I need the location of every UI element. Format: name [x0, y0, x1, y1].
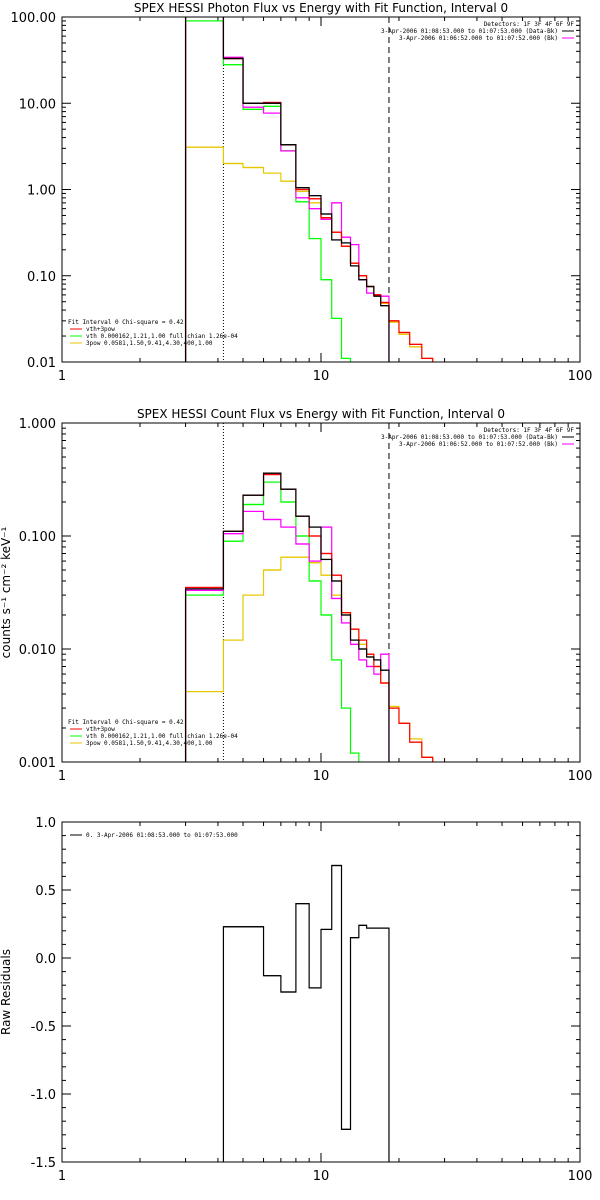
- legend-bottom-entry: vth 0.000162,1.21,1.00 full chian 1.26e-…: [86, 333, 238, 340]
- series-green-line: [184, 481, 360, 762]
- y-tick-label: 1.00: [27, 184, 56, 199]
- series-black-line: [222, 864, 390, 1162]
- x-tick-label: 1: [58, 769, 66, 784]
- y-axis-label: Raw Residuals: [0, 949, 13, 1035]
- series-magenta-line: [184, 510, 390, 762]
- y-tick-label: -1.0: [31, 1088, 56, 1103]
- x-tick-label: 10: [313, 769, 330, 784]
- x-tick-label: 1: [58, 1169, 66, 1184]
- legend-top-entry: 3-Apr-2006 01:08:53.000 to 01:07:53.000 …: [381, 28, 558, 35]
- y-tick-label: 0.001: [19, 756, 56, 771]
- series-magenta-line: [184, 17, 390, 362]
- y-tick-label: 0.10: [27, 270, 56, 285]
- legend-top-entry: 0. 3-Apr-2006 01:08:53.000 to 01:07:53.0…: [86, 832, 238, 839]
- x-tick-label: 100: [568, 369, 593, 384]
- x-tick-label: 100: [568, 769, 593, 784]
- legend-bottom-entry: 3pow 0.0581,1.50,9.41,4.30,400,1.00: [86, 740, 213, 747]
- legend-bottom-entry: Fit Interval 0 Chi-square = 0.42: [68, 719, 184, 726]
- y-tick-label: 0.01: [27, 356, 56, 371]
- x-tick-label: 1: [58, 369, 66, 384]
- count-flux-chart: SPEX HESSI Count Flux vs Energy with Fit…: [0, 407, 593, 784]
- y-tick-label: 0.100: [19, 530, 56, 545]
- y-tick-label: 0.5: [35, 884, 56, 899]
- legend-top-entry: Detectors: 1F 3F 4F 6F 9F: [484, 427, 575, 434]
- y-tick-label: 0.0: [35, 952, 56, 967]
- photon-flux-chart: SPEX HESSI Photon Flux vs Energy with Fi…: [11, 1, 593, 384]
- y-tick-label: 1.0: [35, 816, 56, 831]
- x-tick-label: 10: [313, 1169, 330, 1184]
- plot-frame: [61, 821, 581, 1163]
- chart-title: SPEX HESSI Count Flux vs Energy with Fit…: [137, 407, 505, 421]
- y-tick-label: 1.000: [19, 417, 56, 432]
- y-tick-label: -0.5: [31, 1020, 56, 1035]
- legend-top-entry: 3-Apr-2006 01:06:52.000 to 01:07:52.000 …: [399, 441, 558, 448]
- legend-bottom-entry: 3pow 0.0581,1.50,9.41,4.30,400,1.00: [86, 340, 213, 347]
- y-tick-label: -1.5: [31, 1156, 56, 1171]
- legend-bottom-entry: vth+3pow: [86, 326, 115, 333]
- series-green-line: [184, 20, 352, 362]
- legend-top-entry: 3-Apr-2006 01:06:52.000 to 01:07:52.000 …: [399, 35, 558, 42]
- series-black-line: [184, 472, 390, 762]
- series-black-line: [184, 17, 390, 362]
- x-tick-label: 10: [313, 369, 330, 384]
- plot-frame: [61, 16, 581, 363]
- y-tick-label: 100.00: [11, 11, 57, 26]
- y-tick-label: 0.010: [19, 643, 56, 658]
- legend-top-entry: 3-Apr-2006 01:08:53.000 to 01:07:53.000 …: [381, 434, 558, 441]
- y-tick-label: 10.00: [19, 97, 56, 112]
- legend-bottom-entry: Fit Interval 0 Chi-square = 0.42: [68, 319, 184, 326]
- x-tick-label: 100: [568, 1169, 593, 1184]
- legend-bottom-entry: vth 0.000162,1.21,1.00 full chian 1.26e-…: [86, 733, 238, 740]
- chart-title: SPEX HESSI Photon Flux vs Energy with Fi…: [134, 1, 508, 15]
- legend-top-entry: Detectors: 1F 3F 4F 6F 9F: [484, 21, 575, 28]
- residuals-chart: Raw Residuals 1 10 100 1.0 0.5 0.0 -0.5 -1.0 -1.5…: [0, 816, 593, 1184]
- y-axis-label: counts s⁻¹ cm⁻² keV⁻¹: [0, 526, 13, 658]
- plot-frame: [61, 422, 581, 763]
- legend-bottom-entry: vth+3pow: [86, 726, 115, 733]
